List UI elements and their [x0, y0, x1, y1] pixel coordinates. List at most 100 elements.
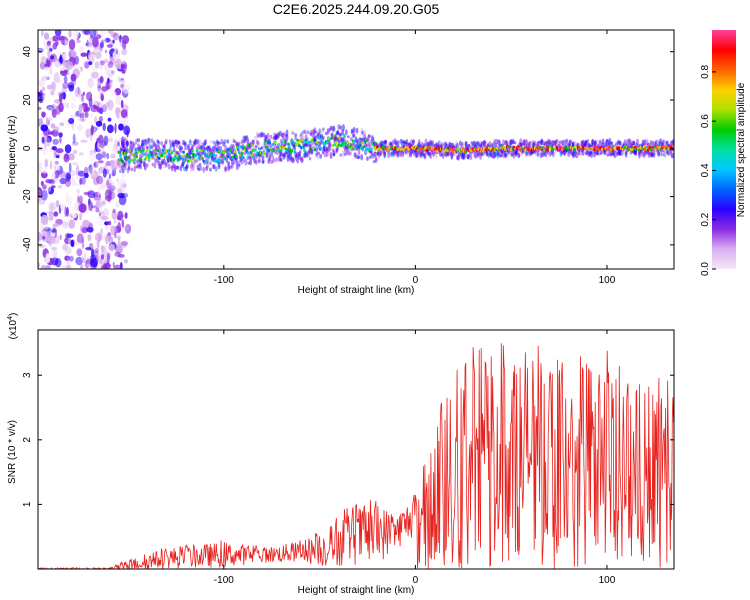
spectrogram-band-mark	[325, 152, 329, 157]
spectrogram-noise-mark	[79, 212, 83, 219]
colorbar-tick-label: 0.0	[700, 262, 711, 276]
spectrogram-band-mark	[135, 151, 139, 156]
spectrogram-band-mark	[599, 152, 603, 155]
spectrogram-noise-mark	[116, 178, 119, 182]
spectrogram-band-mark	[202, 166, 206, 173]
spectrogram-noise-mark	[50, 246, 58, 251]
spectrogram-ridge-mark	[128, 159, 132, 163]
spectrogram-noise-mark	[38, 233, 42, 242]
spectrogram-noise-mark	[65, 206, 69, 217]
spectrogram-noise-mark	[117, 192, 125, 199]
spectrogram-band-mark	[568, 142, 571, 148]
spectrogram-noise-mark	[68, 153, 75, 161]
spectrogram-band-mark	[145, 163, 149, 168]
spectrogram-band-mark	[657, 151, 661, 157]
spectrogram-noise-mark	[70, 206, 74, 211]
spectrogram-noise-mark	[80, 264, 84, 269]
spectrogram-ridge-mark	[187, 159, 190, 163]
spectrogram-frame	[37, 29, 675, 270]
spectrogram-noise-mark	[108, 77, 114, 89]
spectrogram-noise-mark	[90, 124, 94, 136]
spectrogram-band-mark	[318, 128, 321, 134]
spectrogram-noise-mark	[55, 200, 60, 208]
spectrogram-band-mark	[269, 134, 273, 139]
spectrogram-band-mark	[384, 139, 388, 146]
spectrogram-noise-mark	[72, 95, 76, 103]
spectrogram-band-mark	[513, 141, 517, 145]
spectrogram-noise-mark	[85, 91, 92, 101]
spectrogram-band-mark	[137, 138, 141, 143]
spectrogram-noise-mark	[46, 84, 53, 90]
spectrogram-ytick-label: 40	[22, 46, 33, 58]
spectrogram-noise-mark	[38, 109, 42, 114]
spectrogram-noise-mark	[96, 175, 104, 185]
spectrogram-band-mark	[364, 136, 367, 144]
spectrogram-ridge-mark	[337, 143, 341, 147]
spectrogram-band-mark	[352, 126, 356, 134]
spectrogram-noise-mark	[50, 82, 56, 90]
spectrogram-noise-mark	[107, 77, 110, 84]
spectrogram-noise-mark	[106, 253, 110, 265]
spectrogram-noise-mark	[101, 231, 106, 242]
spectrogram-noise-mark	[114, 217, 117, 224]
spectrogram-noise-mark	[106, 152, 110, 160]
spectrogram-band-mark	[316, 154, 320, 160]
spectrogram-noise-mark	[45, 253, 51, 264]
spectrogram-noise-mark	[80, 139, 88, 143]
spectrogram-noise-mark	[40, 228, 49, 234]
spectrogram-noise-mark	[51, 229, 57, 233]
spectrogram-noise-mark	[106, 187, 114, 195]
spectrogram-band-mark	[565, 138, 569, 145]
snr-ytick-label: 2	[22, 437, 33, 443]
spectrogram-band-mark	[379, 151, 383, 157]
spectrogram-noise-mark	[121, 172, 125, 179]
spectrogram-noise-mark	[81, 176, 86, 185]
spectrogram-noise-mark	[46, 234, 54, 242]
spectrogram-noise-mark	[122, 117, 129, 126]
spectrogram-band-mark	[401, 151, 405, 158]
spectrogram-ridge-mark	[342, 142, 345, 146]
snr-xtick-label: -100	[214, 575, 234, 586]
spectrogram-band-mark	[339, 153, 343, 157]
spectrogram-band-mark	[581, 149, 585, 156]
spectrogram-noise-mark	[55, 105, 61, 115]
spectrogram-noise-mark	[99, 62, 103, 71]
spectrogram-band-mark	[440, 142, 444, 149]
spectrogram-panel: -100 0 100 -40 -20 0 20 40 Height of straight l…	[7, 29, 675, 296]
spectrogram-noise-mark	[112, 39, 115, 44]
spectrogram-noise-mark	[61, 265, 70, 269]
spectrogram-noise-mark	[64, 206, 67, 217]
spectrogram-band-mark	[279, 157, 283, 162]
spectrogram-band-mark	[194, 138, 198, 146]
spectrogram-band-mark	[179, 165, 183, 172]
spectrogram-noise-mark	[40, 189, 48, 201]
spectrogram-noise-mark	[91, 71, 99, 79]
spectrogram-noise-mark	[79, 104, 85, 111]
spectrogram-ridge-mark	[291, 139, 295, 143]
spectrogram-noise-mark	[52, 42, 58, 50]
spectrogram-noise-mark	[100, 30, 107, 38]
spectrogram-band-mark	[220, 138, 224, 145]
spectrogram-ridge-mark	[163, 155, 166, 159]
spectrogram-noise-mark	[77, 170, 85, 177]
spectrogram-band-mark	[214, 154, 218, 159]
spectrogram-marks	[38, 30, 674, 269]
spectrogram-band-mark	[374, 156, 378, 162]
spectrogram-noise-mark	[72, 162, 78, 166]
spectrogram-noise-mark	[88, 200, 93, 212]
spectrogram-noise-mark	[114, 138, 119, 150]
spectrogram-band-mark	[147, 158, 151, 163]
spectrogram-noise-mark	[68, 219, 75, 230]
spectrogram-ytick-label: 20	[22, 94, 33, 106]
spectrogram-noise-mark	[102, 122, 106, 132]
spectrogram-noise-mark	[106, 79, 113, 83]
spectrogram-noise-mark	[94, 116, 97, 124]
spectrogram-band-mark	[223, 139, 227, 145]
spectrogram-noise-mark	[81, 227, 88, 233]
spectrogram-ridge-mark	[343, 135, 346, 139]
spectrogram-noise-mark	[95, 120, 103, 127]
spectrogram-noise-mark	[52, 223, 60, 228]
spectrogram-band-mark	[469, 153, 473, 157]
spectrogram-band-mark	[498, 140, 502, 144]
spectrogram-noise-mark	[107, 124, 114, 134]
